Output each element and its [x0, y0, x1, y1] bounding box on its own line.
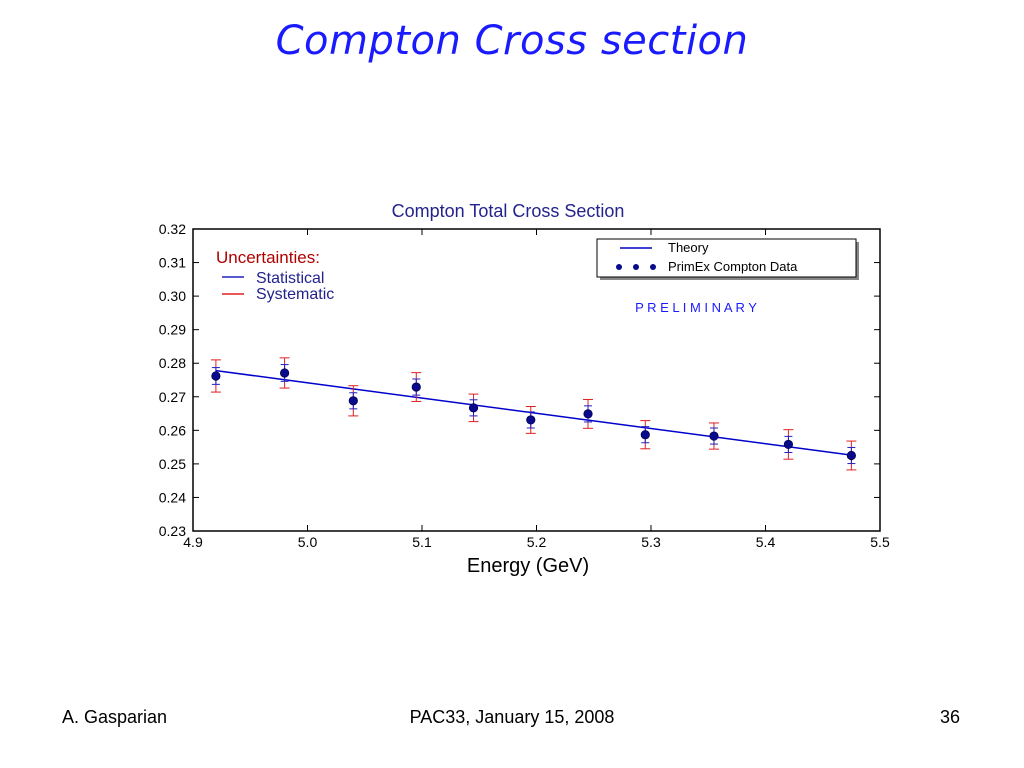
legend-data-marker-1 — [616, 264, 622, 270]
legend-data-label: PrimEx Compton Data — [668, 259, 798, 274]
data-point — [583, 409, 593, 419]
legend-theory-label: Theory — [668, 240, 709, 255]
systematic-label: Systematic — [256, 286, 334, 303]
x-axis-label: Energy (GeV) — [467, 555, 589, 577]
uncertainties-heading: Uncertainties: — [216, 248, 320, 267]
x-tick-label: 5.0 — [298, 534, 318, 550]
data-point — [468, 403, 479, 413]
x-tick-label: 5.3 — [641, 534, 661, 550]
axis-ticks: 4.9 5.0 5.1 5.2 5.3 5.4 5.5 0.23 0.24 0.25 0.26 0.2… — [159, 221, 890, 550]
y-tick-label: 0.25 — [159, 456, 186, 472]
x-tick-label: 4.9 — [183, 534, 203, 550]
data-point — [279, 368, 290, 378]
y-tick-label: 0.29 — [159, 322, 186, 338]
x-tick-label: 5.2 — [527, 534, 547, 550]
data-point — [348, 396, 358, 406]
footer-event: PAC33, January 15, 2008 — [409, 707, 615, 727]
y-tick-label: 0.32 — [159, 221, 186, 237]
data-point — [640, 430, 650, 440]
footer-page-number: 36 — [940, 707, 961, 727]
series-layer — [210, 357, 857, 471]
data-point — [211, 371, 221, 381]
y-tick-label: 0.27 — [159, 389, 186, 405]
legend-data-marker-3 — [650, 264, 656, 270]
chart-title: Compton Total Cross Section — [392, 201, 625, 221]
y-tick-label: 0.26 — [159, 422, 186, 438]
legend-box — [596, 238, 857, 278]
data-point — [526, 415, 536, 425]
y-tick-label: 0.24 — [159, 489, 186, 505]
y-tick-label: 0.23 — [159, 523, 186, 539]
data-point — [783, 439, 794, 450]
legend-data-marker-2 — [633, 264, 639, 270]
x-tick-label: 5.1 — [412, 534, 432, 550]
y-tick-label: 0.31 — [159, 255, 186, 271]
data-point — [411, 382, 421, 392]
data-point — [846, 450, 856, 461]
x-tick-label: 5.4 — [756, 534, 776, 550]
x-tick-label: 5.5 — [870, 534, 890, 550]
slide-title: Compton Cross section — [275, 18, 749, 64]
y-tick-label: 0.28 — [159, 355, 186, 371]
preliminary-annotation: P R E L I M I N A R Y — [635, 300, 757, 315]
statistical-label: Statistical — [256, 270, 324, 287]
y-tick-label: 0.30 — [159, 288, 186, 304]
footer-author: A. Gasparian — [62, 707, 168, 727]
data-point — [709, 431, 719, 441]
theory-line — [215, 369, 852, 456]
